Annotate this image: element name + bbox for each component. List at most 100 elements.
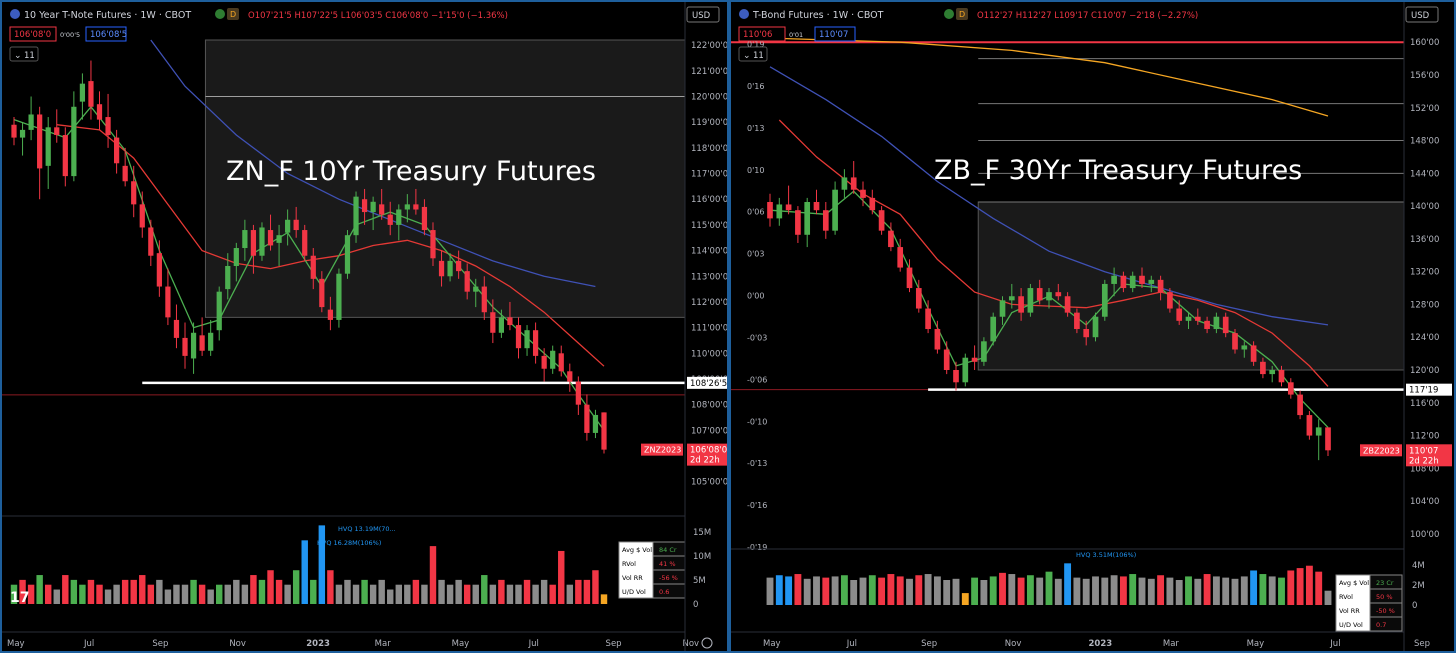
candle[interactable] — [1306, 410, 1313, 440]
candle-body[interactable] — [1250, 345, 1257, 362]
candle[interactable] — [507, 301, 513, 331]
buy-price-box[interactable] — [814, 26, 856, 42]
candle[interactable] — [943, 341, 950, 375]
indicators-toggle[interactable] — [738, 46, 768, 62]
candle[interactable] — [906, 259, 913, 293]
candle-body[interactable] — [869, 197, 876, 211]
candle-body[interactable] — [981, 341, 987, 362]
indicators-toggle[interactable] — [9, 46, 39, 62]
candle-body[interactable] — [11, 124, 17, 138]
candle[interactable] — [575, 376, 581, 415]
candle-body[interactable] — [971, 357, 978, 362]
candle-body[interactable] — [336, 273, 342, 320]
candle[interactable] — [225, 253, 231, 300]
candle-body[interactable] — [225, 266, 231, 290]
candle-body[interactable] — [767, 202, 773, 219]
candle[interactable] — [1074, 308, 1080, 334]
candle-body[interactable] — [122, 165, 128, 182]
candle[interactable] — [1185, 312, 1192, 330]
candle[interactable] — [336, 268, 342, 328]
candle-body[interactable] — [1315, 427, 1322, 436]
candle-body[interactable] — [54, 127, 60, 136]
candle[interactable] — [1111, 267, 1117, 297]
candle[interactable] — [841, 169, 848, 198]
candle[interactable] — [813, 189, 820, 215]
currency-button[interactable] — [686, 6, 720, 23]
candle[interactable] — [1213, 312, 1220, 334]
candle[interactable] — [293, 206, 299, 238]
candle[interactable] — [567, 363, 573, 392]
candle-body[interactable] — [1222, 316, 1229, 334]
candle[interactable] — [122, 147, 128, 187]
candle[interactable] — [558, 345, 564, 377]
candle[interactable] — [1222, 312, 1229, 338]
candle-body[interactable] — [71, 106, 77, 177]
candle[interactable] — [11, 117, 17, 146]
candle-body[interactable] — [250, 230, 257, 256]
candle-body[interactable] — [267, 230, 274, 246]
candle-body[interactable] — [860, 189, 866, 198]
candle-body[interactable] — [592, 414, 599, 433]
candle[interactable] — [156, 240, 162, 297]
candle[interactable] — [1194, 308, 1201, 325]
candle[interactable] — [370, 196, 376, 231]
candle[interactable] — [19, 122, 26, 156]
candle[interactable] — [1287, 378, 1294, 399]
candle[interactable] — [1148, 275, 1155, 293]
candle-body[interactable] — [370, 201, 376, 213]
candle[interactable] — [953, 361, 959, 391]
candle[interactable] — [1204, 316, 1210, 334]
candle[interactable] — [96, 91, 103, 130]
sell-price-box[interactable] — [738, 26, 786, 42]
candle-body[interactable] — [558, 353, 564, 372]
candle-body[interactable] — [430, 230, 436, 259]
candle[interactable] — [1176, 300, 1183, 325]
candle[interactable] — [421, 199, 428, 236]
candle-body[interactable] — [182, 337, 188, 356]
candle-body[interactable] — [934, 329, 941, 350]
candle[interactable] — [361, 188, 368, 225]
candle-body[interactable] — [165, 286, 171, 318]
candle[interactable] — [1055, 283, 1062, 301]
candle[interactable] — [1129, 271, 1136, 293]
candle-body[interactable] — [550, 350, 556, 369]
candle-body[interactable] — [139, 204, 145, 228]
candle[interactable] — [832, 181, 838, 235]
candle[interactable] — [54, 109, 60, 143]
last-price-tag[interactable] — [1406, 444, 1452, 467]
right-chart-pane[interactable]: 160'00 156'00 152'00 148'00 144'00 140'00 136'… — [729, 0, 1456, 653]
candle[interactable] — [785, 185, 792, 215]
candle[interactable] — [850, 161, 857, 194]
candle-body[interactable] — [1167, 292, 1173, 309]
candle[interactable] — [327, 296, 333, 331]
candle[interactable] — [139, 191, 145, 238]
candle[interactable] — [344, 230, 351, 279]
candle[interactable] — [1315, 419, 1322, 461]
candle-body[interactable] — [1083, 329, 1090, 338]
candle[interactable] — [601, 412, 607, 454]
candle-body[interactable] — [813, 202, 820, 211]
candle-body[interactable] — [276, 235, 282, 243]
right-chart-svg[interactable]: 160'00 156'00 152'00 148'00 144'00 140'00 136'… — [731, 2, 1454, 651]
buy-price-box[interactable] — [85, 26, 127, 42]
candle[interactable] — [37, 106, 43, 200]
candle[interactable] — [822, 202, 829, 239]
candle[interactable] — [199, 317, 205, 356]
candle-body[interactable] — [259, 227, 265, 256]
candle[interactable] — [276, 224, 282, 266]
candle[interactable] — [259, 222, 265, 261]
candle[interactable] — [1260, 357, 1266, 379]
candle[interactable] — [1278, 365, 1285, 387]
candle-body[interactable] — [915, 288, 922, 309]
candle-body[interactable] — [396, 209, 402, 225]
candle[interactable] — [216, 286, 222, 341]
candle-body[interactable] — [999, 300, 1006, 317]
candle-body[interactable] — [242, 230, 248, 249]
candle-body[interactable] — [1139, 275, 1145, 284]
candle-body[interactable] — [878, 210, 885, 231]
candle-body[interactable] — [310, 255, 316, 279]
candle[interactable] — [310, 248, 316, 290]
candle-body[interactable] — [105, 117, 111, 136]
candle-body[interactable] — [804, 202, 811, 235]
candle-body[interactable] — [776, 204, 783, 219]
